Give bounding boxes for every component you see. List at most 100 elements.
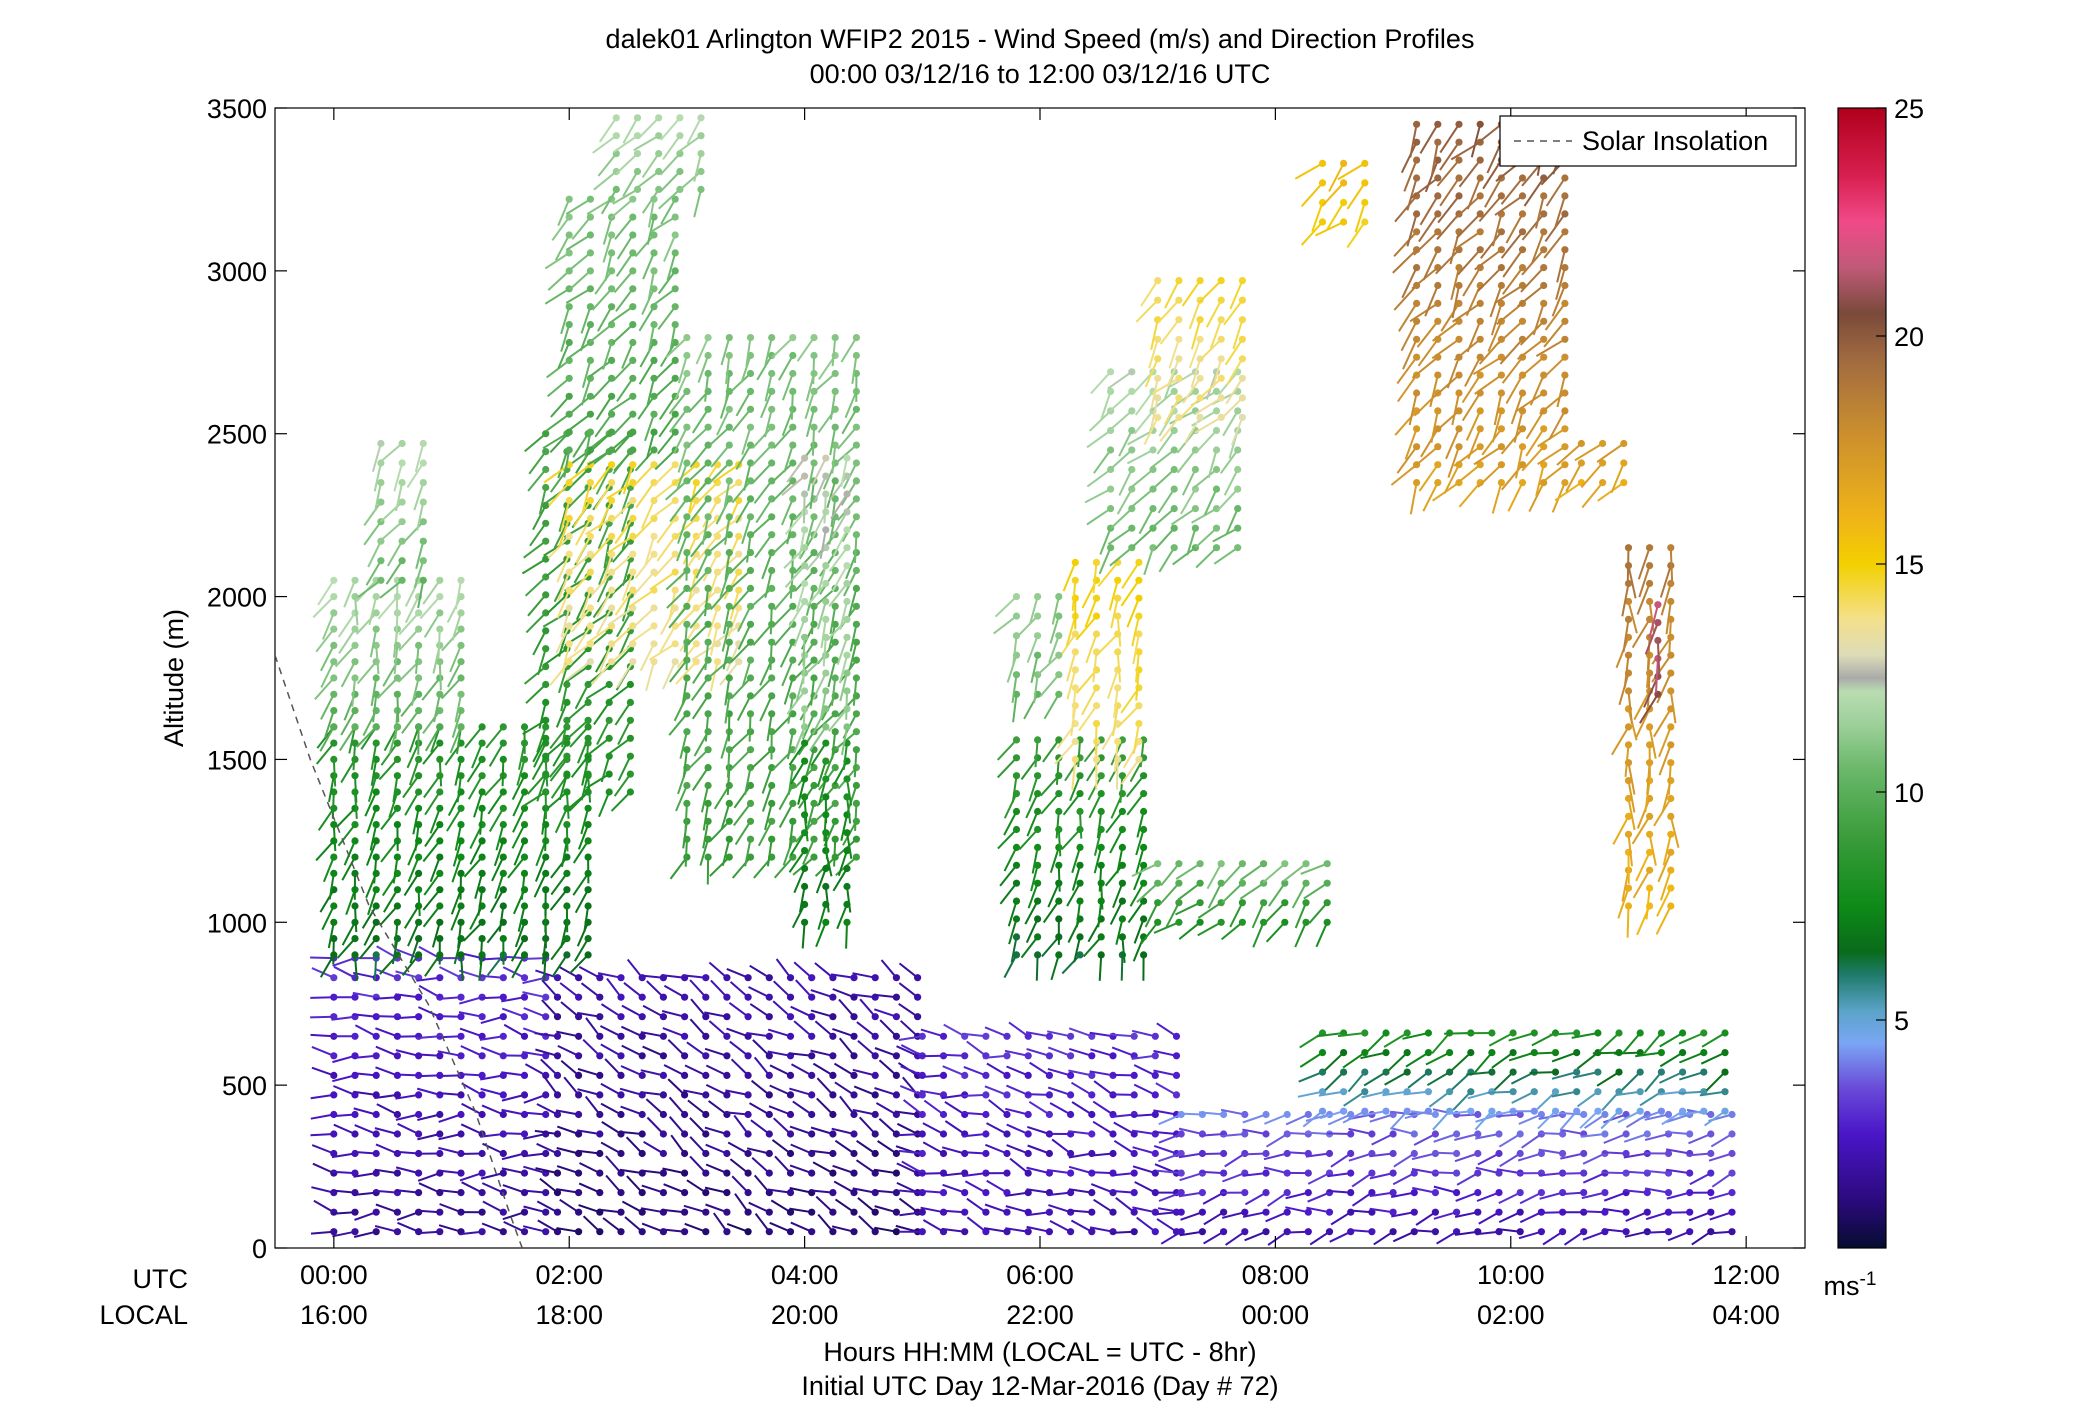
wind-barb-dot xyxy=(638,1149,646,1158)
wind-barb xyxy=(961,1032,990,1040)
wind-barb-dot xyxy=(1467,1049,1475,1057)
wind-barb-shaft xyxy=(1092,1100,1114,1116)
wind-barb-shaft xyxy=(663,1064,686,1077)
wind-barb-dot xyxy=(676,114,684,122)
wind-barb-dot xyxy=(565,303,573,311)
wind-barb-shaft xyxy=(1645,1230,1669,1234)
wind-barb-dot xyxy=(415,993,423,1001)
wind-barb-shaft xyxy=(942,1183,966,1194)
wind-barb-shaft xyxy=(1392,1230,1415,1243)
wind-barb-dot xyxy=(436,918,444,926)
wind-barb-dot xyxy=(655,150,663,158)
wind-barb xyxy=(791,1063,816,1079)
wind-barb xyxy=(1026,1225,1053,1236)
wind-barb-shaft xyxy=(682,974,706,979)
wind-barb-dot xyxy=(1241,1228,1249,1236)
wind-barb xyxy=(640,1069,668,1079)
wind-barb xyxy=(606,977,625,1001)
wind-barb-shaft xyxy=(1285,1206,1309,1214)
wind-barb-shaft xyxy=(541,999,559,1018)
wind-barb-dot xyxy=(499,902,507,910)
wind-barb xyxy=(1006,1144,1032,1158)
wind-barb-dot xyxy=(575,1013,583,1021)
wind-barb-dot xyxy=(1700,1068,1708,1076)
wind-barb-dot xyxy=(351,1208,359,1216)
wind-barb-shaft xyxy=(502,966,525,979)
wind-barb xyxy=(520,723,529,754)
wind-barb-dot xyxy=(808,1013,816,1021)
wind-barb-dot xyxy=(768,584,776,593)
wind-barb-shaft xyxy=(769,606,773,635)
wind-barb xyxy=(683,1204,710,1216)
wind-barb-dot xyxy=(1431,1208,1439,1216)
wind-barb-shaft xyxy=(522,1189,546,1194)
wind-barb-shaft xyxy=(1451,1051,1472,1072)
wind-barb-shaft xyxy=(1006,1065,1029,1077)
wind-barb-dot xyxy=(725,459,733,467)
wind-barb-dot xyxy=(1262,1189,1270,1197)
wind-barb-shaft xyxy=(1666,1168,1690,1175)
wind-barb xyxy=(752,1039,773,1060)
wind-barb-dot xyxy=(605,716,613,724)
wind-barb-dot xyxy=(1220,1110,1228,1119)
wind-barb-dot xyxy=(584,770,592,778)
wind-barb-dot xyxy=(1580,1228,1588,1236)
wind-barb-dot xyxy=(563,902,571,910)
wind-barb-shaft xyxy=(1498,1211,1521,1224)
wind-barb xyxy=(1387,1049,1411,1072)
wind-barb-shaft xyxy=(395,970,419,979)
wind-barb xyxy=(1582,1169,1609,1184)
wind-barb-shaft xyxy=(1559,1110,1578,1131)
wind-barb-dot xyxy=(553,1032,562,1040)
wind-barb-dot xyxy=(584,716,592,724)
wind-barb-shaft xyxy=(624,1216,643,1233)
wind-barb-dot xyxy=(1495,1169,1503,1177)
wind-barb-shaft xyxy=(766,839,773,867)
wind-barb xyxy=(1519,1208,1545,1224)
wind-barb-shaft xyxy=(1153,1144,1177,1155)
wind-barb xyxy=(769,1084,795,1099)
wind-barb-dot xyxy=(415,1013,423,1021)
wind-barb xyxy=(523,1007,550,1021)
wind-barb-dot xyxy=(704,692,712,700)
wind-barb-dot xyxy=(1530,1088,1538,1096)
wind-barb xyxy=(790,1221,816,1236)
wind-barb-shaft xyxy=(479,1035,504,1041)
wind-barb-shaft xyxy=(1551,1051,1578,1063)
wind-barb xyxy=(1363,1068,1390,1087)
wind-barb-shaft xyxy=(986,1122,1008,1135)
wind-barb xyxy=(1412,1228,1439,1236)
wind-barb-shaft xyxy=(1708,1230,1733,1235)
wind-barb-dot xyxy=(586,321,595,329)
wind-barb-dot xyxy=(1003,1110,1011,1119)
wind-barb-shaft xyxy=(1622,1032,1641,1054)
wind-barb-dot xyxy=(520,869,529,878)
wind-barb-shaft xyxy=(418,1182,441,1194)
wind-barb-dot xyxy=(629,338,637,347)
wind-barb-shaft xyxy=(576,1129,600,1135)
wind-barb-shaft xyxy=(920,1074,944,1079)
wind-barb-shaft xyxy=(1180,1211,1203,1221)
wind-barb-shaft xyxy=(401,954,420,977)
wind-barb-shaft xyxy=(1026,1166,1050,1175)
wind-barb xyxy=(1265,1208,1291,1223)
wind-barb-shaft xyxy=(375,1027,398,1038)
wind-barb xyxy=(522,1189,550,1197)
wind-barb-shaft xyxy=(546,377,570,398)
wind-barb xyxy=(311,1144,338,1158)
wind-barb-dot xyxy=(565,532,573,540)
wind-barb xyxy=(898,962,922,982)
wind-barb xyxy=(351,674,359,707)
wind-barb-dot xyxy=(372,853,380,861)
wind-barb-shaft xyxy=(726,1222,749,1233)
wind-barb-shaft xyxy=(1519,1211,1542,1224)
wind-barb-shaft xyxy=(749,1003,770,1018)
wind-barb-dot xyxy=(565,622,573,630)
wind-barb xyxy=(1466,1068,1496,1076)
wind-barb-shaft xyxy=(1369,1113,1394,1123)
wind-barb-shaft xyxy=(748,713,752,742)
wind-barb-dot xyxy=(1304,1189,1312,1197)
wind-barb-dot xyxy=(681,1169,689,1177)
wind-barb-shaft xyxy=(332,1054,356,1064)
wind-barb xyxy=(1601,1088,1623,1112)
